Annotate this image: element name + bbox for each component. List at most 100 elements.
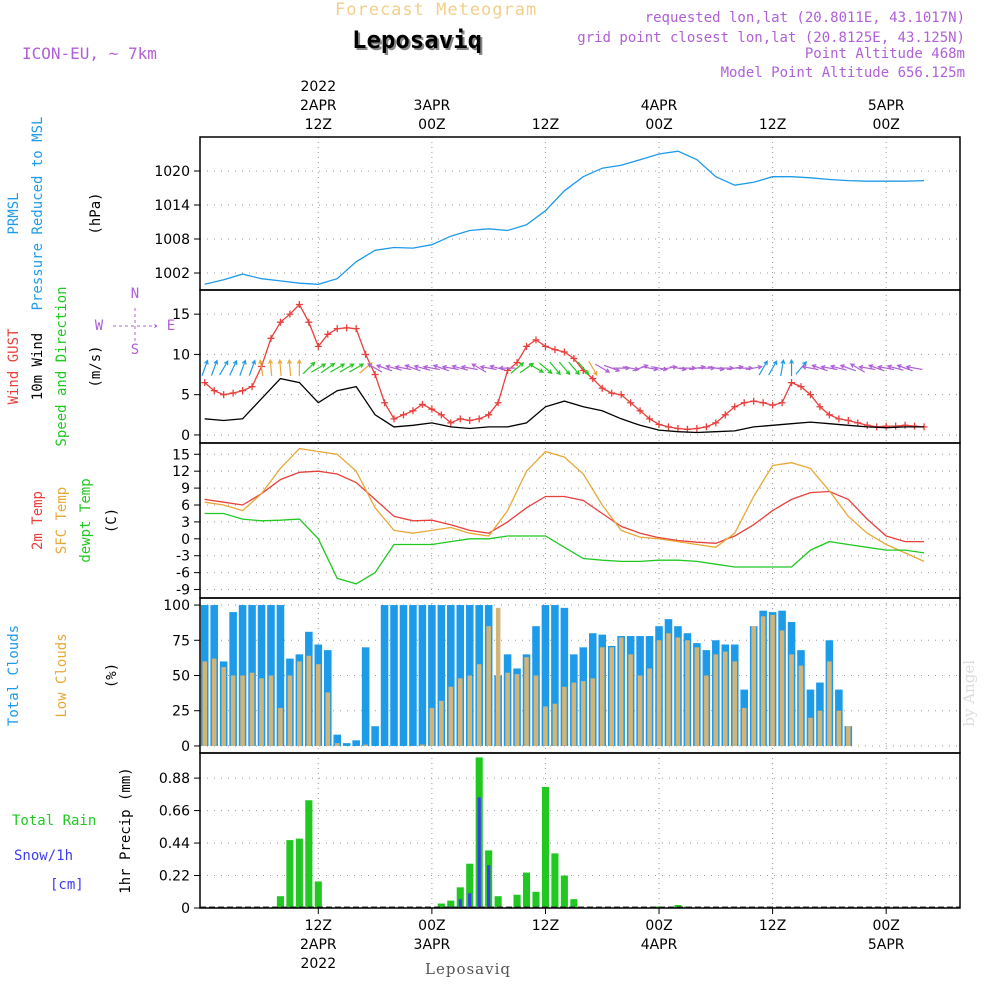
model-label: ICON-EU, ~ 7km	[22, 44, 157, 63]
wind-arrow	[210, 359, 219, 376]
bar-secondary	[458, 678, 463, 746]
time-label-bottom: 12Z	[532, 918, 559, 934]
compass-cross	[113, 308, 158, 344]
bar-primary	[437, 605, 446, 746]
wind-arrow	[780, 358, 786, 377]
y-tick-label: -6	[176, 566, 190, 582]
bar-secondary	[732, 661, 738, 746]
wind-arrow	[736, 365, 754, 371]
panel-axis-label: Wind GUST	[6, 328, 22, 404]
panel-frame	[199, 136, 961, 291]
bar-primary	[560, 607, 569, 746]
bar-primary	[428, 605, 436, 746]
bar-secondary	[599, 647, 605, 746]
gust-marker	[750, 397, 758, 405]
gust-marker	[210, 387, 218, 395]
gust-marker	[314, 342, 322, 350]
bar-secondary	[808, 717, 813, 746]
gust-marker	[816, 403, 824, 411]
bar-primary	[361, 647, 370, 746]
y-tick-label: 15	[172, 307, 190, 323]
panel-frame	[199, 752, 961, 909]
wind-arrow	[528, 363, 545, 373]
panel-3	[194, 597, 961, 754]
y-tick-label: 0	[181, 532, 190, 548]
legend-total-rain: Total Rain	[12, 813, 96, 829]
time-label-bottom: 00Z	[418, 918, 445, 934]
panel-axis-label: Total Clouds	[6, 625, 22, 726]
panel-axis-label: 1hr Precip (mm)	[118, 767, 134, 893]
bar-primary	[305, 800, 313, 908]
bar-secondary	[770, 614, 775, 746]
wind-arrow	[745, 364, 763, 371]
wind-arrow	[394, 364, 412, 371]
gust-marker	[541, 342, 549, 350]
gust-marker	[475, 415, 483, 423]
bar-secondary	[656, 640, 662, 746]
y-tick-label: 100	[163, 598, 190, 614]
wind-arrow	[858, 364, 876, 371]
gust-marker	[731, 403, 739, 411]
bar-primary	[560, 875, 568, 908]
y-tick-label: 6	[181, 498, 190, 514]
wind-arrow	[588, 360, 598, 377]
bar-secondary	[562, 686, 567, 746]
y-tick-label: 0.88	[159, 771, 190, 787]
gust-marker	[911, 422, 919, 430]
y-tick-label: -9	[176, 583, 190, 599]
wind-arrow	[432, 364, 450, 372]
panel-4	[194, 752, 961, 909]
wind-arrow	[498, 365, 516, 371]
panel-axis-label: 2m Temp	[30, 491, 46, 550]
bar-secondary	[675, 637, 681, 746]
gust-marker	[485, 411, 493, 419]
gust-marker	[295, 300, 303, 308]
bar-secondary	[647, 668, 652, 746]
wind-arrow	[268, 358, 274, 377]
bar-secondary	[779, 630, 785, 746]
bar-primary	[342, 743, 351, 746]
bar-primary	[532, 891, 540, 908]
compass-west: W	[95, 318, 104, 334]
bar-primary	[380, 605, 389, 746]
wind-arrow	[479, 364, 497, 371]
bar-secondary	[836, 710, 842, 746]
wind-arrow	[538, 362, 553, 375]
wind-arrow	[688, 364, 706, 371]
gust-marker	[702, 423, 710, 431]
gust-marker	[721, 411, 729, 419]
gust-marker	[381, 399, 389, 407]
gust-marker	[778, 399, 786, 407]
gust-marker	[220, 391, 228, 399]
bar-secondary	[685, 640, 690, 746]
time-label-top: 2APR	[300, 98, 337, 114]
bar-primary	[551, 853, 559, 908]
time-label-bottom: 00Z	[872, 918, 899, 934]
bar-primary	[399, 605, 408, 746]
series-line	[204, 377, 924, 434]
gust-marker	[636, 407, 644, 415]
gust-marker	[466, 416, 474, 424]
bar-secondary	[590, 678, 596, 746]
bar-secondary	[316, 664, 321, 746]
gust-marker	[882, 422, 890, 430]
bar-primary	[541, 605, 550, 746]
wind-arrow	[595, 363, 611, 373]
wind-arrow	[839, 364, 857, 372]
bar-secondary	[467, 675, 473, 746]
time-label-bottom: 2APR	[300, 937, 337, 953]
gust-marker	[201, 379, 209, 387]
wind-arrow	[219, 360, 229, 376]
time-label-bottom: 4APR	[641, 937, 678, 953]
y-tick-label: 0.66	[159, 804, 190, 820]
time-label-top: 00Z	[872, 117, 899, 133]
bar-secondary	[581, 681, 586, 746]
station-name: Leposaviq	[352, 26, 483, 54]
bar-secondary	[723, 651, 728, 746]
gust-marker	[352, 325, 360, 333]
y-tick-label: 1002	[154, 266, 190, 282]
gust-marker	[305, 318, 313, 326]
gust-marker	[371, 371, 379, 379]
panel-axis-label: Pressure Reduced to MSL	[30, 117, 46, 311]
bar-primary	[390, 605, 398, 746]
